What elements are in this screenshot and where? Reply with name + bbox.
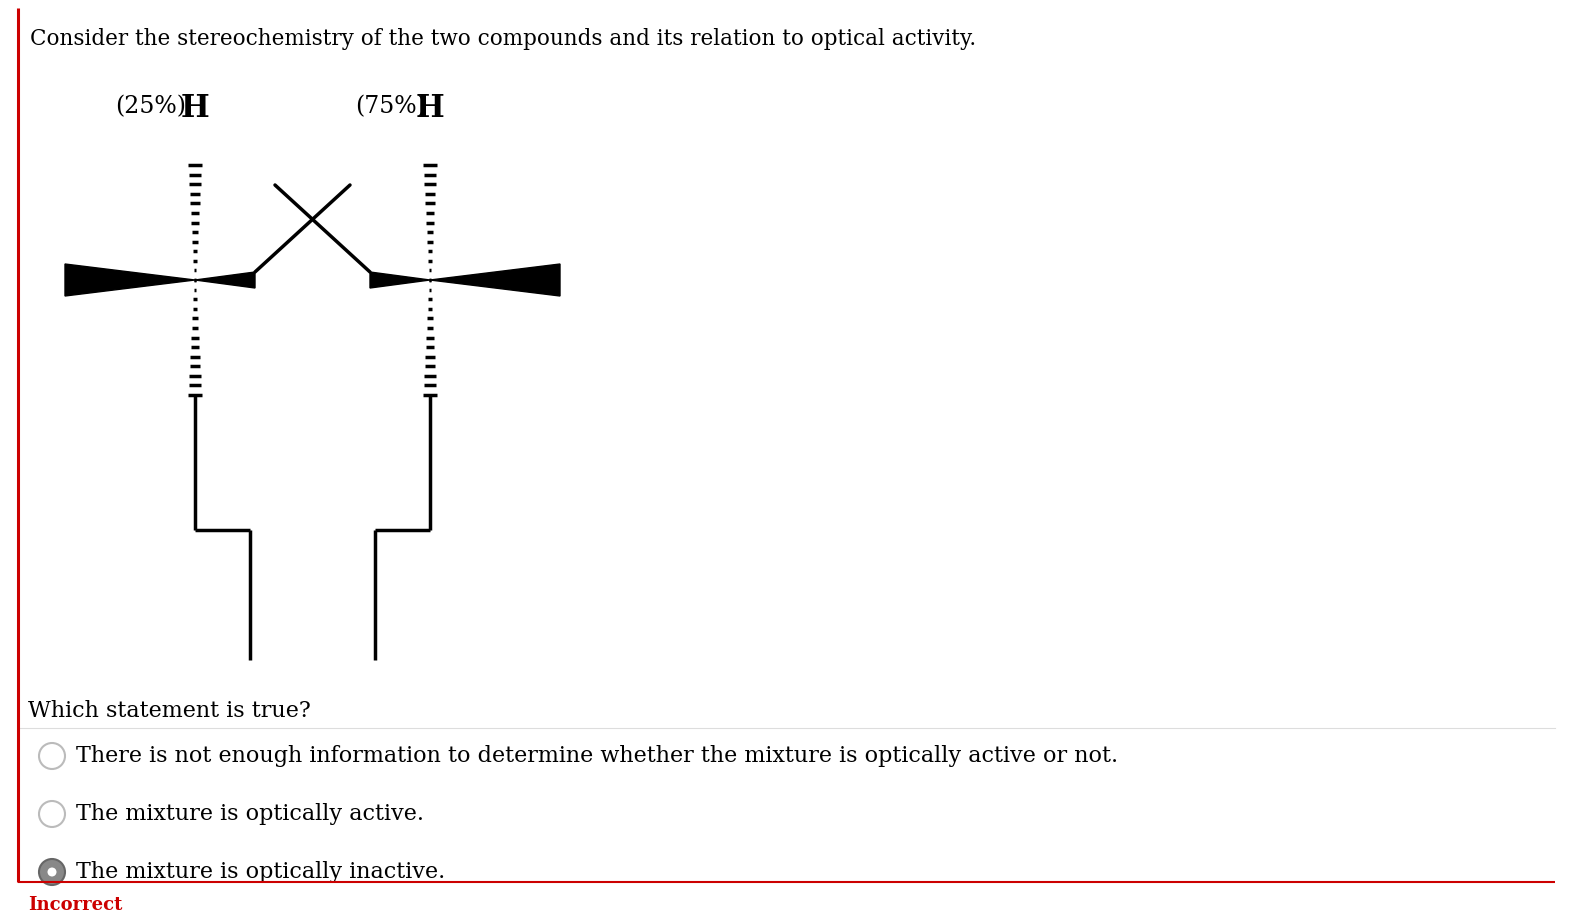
Text: Which statement is true?: Which statement is true? — [28, 700, 311, 722]
Text: Consider the stereochemistry of the two compounds and its relation to optical ac: Consider the stereochemistry of the two … — [30, 28, 977, 50]
Circle shape — [39, 743, 64, 769]
Circle shape — [47, 868, 57, 877]
Text: The mixture is optically inactive.: The mixture is optically inactive. — [75, 861, 446, 883]
Text: (75%): (75%) — [355, 95, 425, 118]
Text: The mixture is optically active.: The mixture is optically active. — [75, 803, 424, 825]
Polygon shape — [195, 272, 254, 288]
Text: H: H — [416, 93, 444, 124]
Polygon shape — [371, 272, 430, 288]
Circle shape — [39, 859, 64, 885]
Circle shape — [39, 801, 64, 827]
Polygon shape — [430, 264, 560, 296]
Text: H: H — [181, 93, 209, 124]
Polygon shape — [64, 264, 195, 296]
Text: Incorrect: Incorrect — [28, 896, 122, 914]
Text: There is not enough information to determine whether the mixture is optically ac: There is not enough information to deter… — [75, 745, 1118, 767]
Text: (25%): (25%) — [115, 95, 185, 118]
